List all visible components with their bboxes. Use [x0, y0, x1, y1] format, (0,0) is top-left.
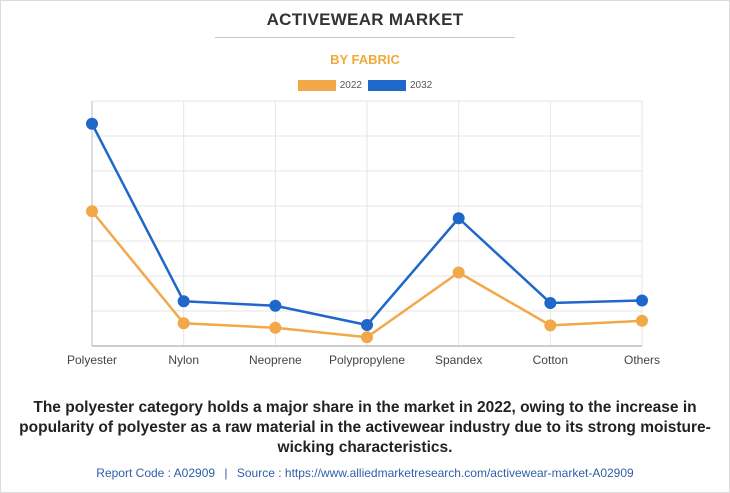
footer-separator: | [224, 466, 228, 480]
data-point-2032 [361, 319, 373, 331]
legend-item-2022[interactable]: 2022 [297, 80, 362, 91]
legend-label-2032: 2032 [410, 80, 433, 91]
x-tick-label: Nylon [168, 353, 199, 367]
data-point-2032 [269, 299, 282, 312]
x-tick-label: Others [624, 353, 660, 367]
title-divider [215, 37, 515, 38]
data-point-2022 [177, 317, 190, 330]
legend: 2022 2032 [0, 80, 730, 91]
data-point-2022 [269, 321, 282, 334]
data-point-2032 [86, 117, 98, 130]
chart-subtitle: BY FABRIC [330, 52, 400, 67]
report-code: Report Code : A02909 [96, 466, 216, 480]
legend-item-2032[interactable]: 2032 [368, 80, 432, 91]
legend-label-2022: 2022 [339, 80, 362, 91]
chart-title: ACTIVEWEAR MARKET [266, 10, 464, 29]
x-tick-label: Polyester [67, 353, 117, 367]
footer: Report Code : A02909 | Source : https://… [0, 466, 730, 480]
data-point-2022 [636, 314, 648, 327]
data-point-2022 [452, 266, 465, 279]
data-point-2022 [544, 319, 557, 332]
data-point-2032 [452, 212, 465, 225]
x-tick-label: Neoprene [249, 353, 302, 367]
data-point-2022 [361, 331, 373, 344]
legend-swatch-2032 [368, 80, 406, 91]
source-link[interactable]: Source : https://www.alliedmarketresearc… [236, 466, 634, 480]
data-point-2022 [86, 205, 98, 218]
x-tick-label: Cotton [533, 353, 568, 367]
data-point-2032 [544, 296, 557, 309]
x-tick-label: Polypropylene [329, 353, 405, 367]
x-tick-label: Spandex [435, 353, 482, 367]
data-point-2032 [177, 295, 190, 308]
chart-caption: The polyester category holds a major sha… [19, 399, 711, 456]
data-point-2032 [636, 294, 648, 307]
legend-swatch-2022 [297, 80, 336, 91]
